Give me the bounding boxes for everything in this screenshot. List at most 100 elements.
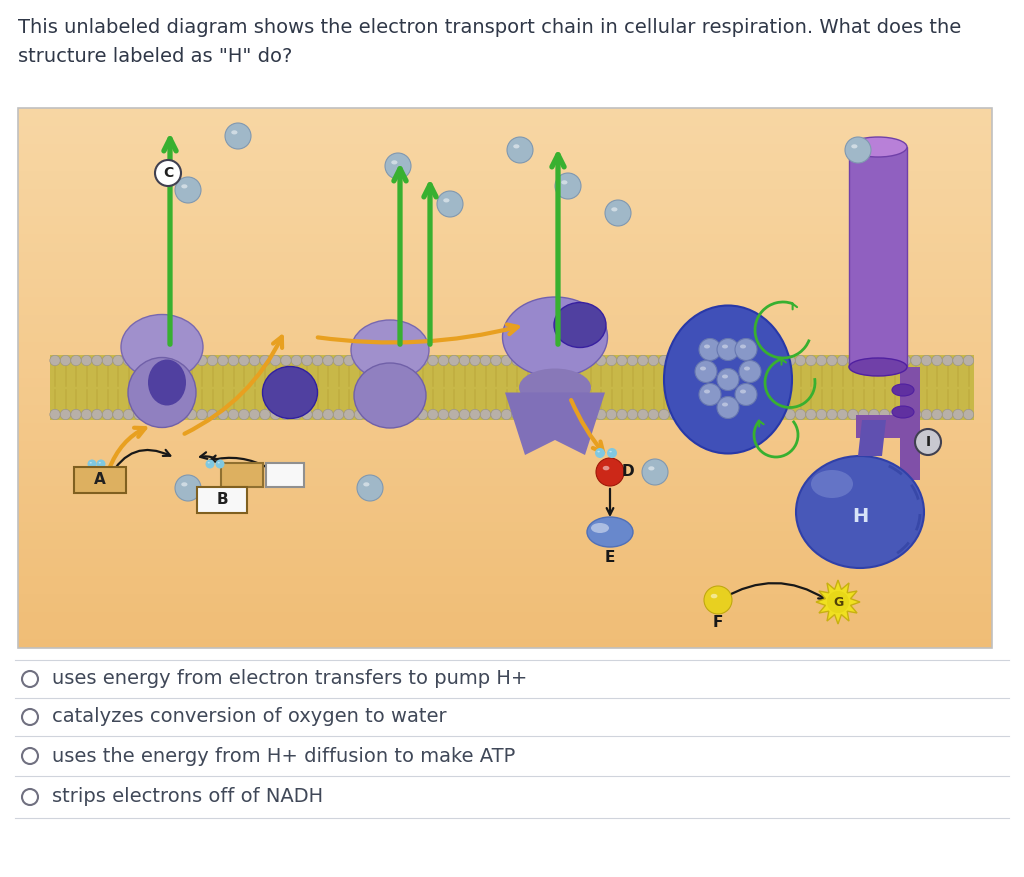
Polygon shape — [816, 580, 860, 624]
Circle shape — [333, 410, 344, 420]
Ellipse shape — [98, 462, 100, 463]
Circle shape — [480, 410, 490, 420]
Circle shape — [700, 355, 712, 366]
Ellipse shape — [181, 482, 187, 487]
Circle shape — [596, 458, 624, 486]
Circle shape — [532, 355, 543, 366]
Circle shape — [165, 410, 176, 420]
Circle shape — [449, 355, 459, 366]
Circle shape — [574, 355, 585, 366]
Circle shape — [868, 355, 880, 366]
Circle shape — [695, 360, 717, 382]
Circle shape — [670, 355, 680, 366]
Ellipse shape — [208, 462, 210, 463]
Ellipse shape — [519, 368, 591, 407]
Circle shape — [554, 355, 564, 366]
Ellipse shape — [648, 467, 654, 470]
Circle shape — [722, 355, 732, 366]
Circle shape — [50, 410, 60, 420]
Circle shape — [270, 410, 281, 420]
Ellipse shape — [554, 303, 606, 347]
Circle shape — [376, 410, 386, 420]
Circle shape — [291, 355, 302, 366]
Circle shape — [155, 355, 165, 366]
Ellipse shape — [121, 315, 203, 380]
Circle shape — [376, 355, 386, 366]
Circle shape — [952, 410, 964, 420]
Ellipse shape — [354, 363, 426, 428]
Circle shape — [407, 410, 417, 420]
Circle shape — [658, 410, 670, 420]
Polygon shape — [18, 108, 992, 117]
Circle shape — [365, 355, 375, 366]
Circle shape — [354, 410, 365, 420]
Circle shape — [502, 355, 512, 366]
Polygon shape — [18, 477, 992, 486]
Ellipse shape — [611, 207, 617, 211]
Circle shape — [816, 355, 826, 366]
Circle shape — [22, 748, 38, 764]
Circle shape — [281, 355, 291, 366]
Circle shape — [239, 410, 249, 420]
Ellipse shape — [744, 367, 750, 370]
Circle shape — [176, 410, 186, 420]
Circle shape — [848, 355, 858, 366]
Circle shape — [607, 448, 617, 458]
Polygon shape — [18, 414, 992, 423]
Circle shape — [344, 355, 354, 366]
Ellipse shape — [503, 297, 607, 377]
Circle shape — [932, 355, 942, 366]
Circle shape — [680, 355, 690, 366]
Circle shape — [717, 368, 739, 390]
Polygon shape — [18, 315, 992, 324]
Circle shape — [71, 410, 81, 420]
Circle shape — [96, 460, 105, 468]
Ellipse shape — [128, 358, 196, 427]
Circle shape — [858, 355, 868, 366]
Circle shape — [312, 410, 323, 420]
Circle shape — [544, 355, 554, 366]
Circle shape — [60, 355, 71, 366]
Polygon shape — [18, 261, 992, 270]
Polygon shape — [18, 243, 992, 252]
Ellipse shape — [609, 451, 611, 453]
Ellipse shape — [90, 462, 92, 463]
Circle shape — [323, 355, 333, 366]
Circle shape — [102, 410, 113, 420]
Circle shape — [92, 410, 102, 420]
Circle shape — [344, 410, 354, 420]
Text: uses the energy from H+ diffusion to make ATP: uses the energy from H+ diffusion to mak… — [52, 746, 515, 766]
Circle shape — [175, 177, 201, 203]
Polygon shape — [18, 126, 992, 135]
Circle shape — [113, 410, 123, 420]
Circle shape — [228, 410, 239, 420]
Circle shape — [732, 410, 742, 420]
Ellipse shape — [700, 367, 706, 370]
Circle shape — [880, 355, 890, 366]
Circle shape — [586, 355, 596, 366]
Circle shape — [312, 355, 323, 366]
Polygon shape — [18, 297, 992, 306]
Circle shape — [22, 709, 38, 725]
Circle shape — [502, 410, 512, 420]
Circle shape — [742, 355, 754, 366]
Circle shape — [460, 410, 470, 420]
Circle shape — [323, 410, 333, 420]
Polygon shape — [18, 621, 992, 630]
Circle shape — [438, 355, 449, 366]
Circle shape — [134, 410, 144, 420]
Polygon shape — [18, 603, 992, 612]
Polygon shape — [18, 486, 992, 495]
Circle shape — [670, 410, 680, 420]
Circle shape — [81, 355, 92, 366]
Polygon shape — [18, 306, 992, 315]
Circle shape — [932, 410, 942, 420]
Circle shape — [739, 360, 761, 382]
Circle shape — [302, 410, 312, 420]
Circle shape — [796, 355, 806, 366]
Circle shape — [470, 355, 480, 366]
Circle shape — [595, 448, 605, 458]
Ellipse shape — [603, 466, 609, 470]
Circle shape — [92, 355, 102, 366]
Circle shape — [642, 459, 668, 485]
